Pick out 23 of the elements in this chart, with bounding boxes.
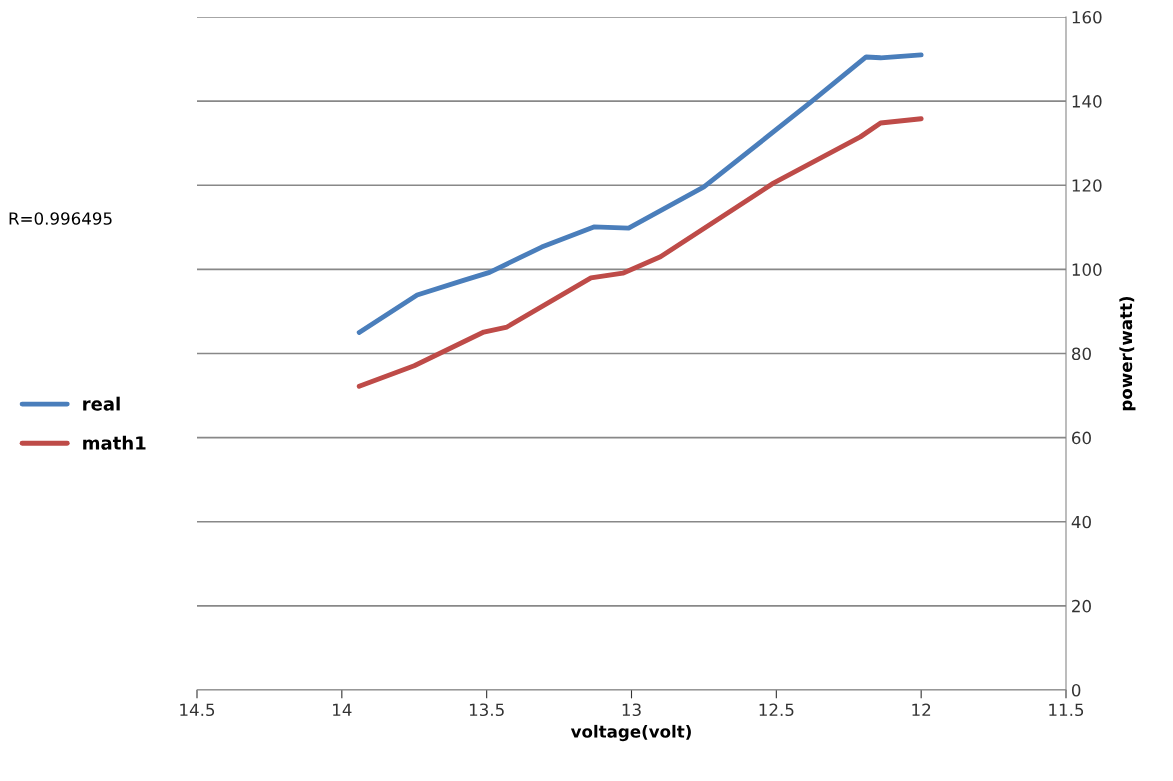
y-tick-label: 0: [1071, 683, 1081, 697]
y-axis-title: power(watt): [1119, 296, 1136, 411]
line-series: [356, 116, 924, 389]
x-axis-title: voltage(volt): [570, 724, 691, 742]
x-tick-label: 12.5: [759, 703, 794, 717]
x-tick-label: 14: [333, 703, 352, 716]
y-tick-label: 80: [1071, 347, 1091, 361]
line-series: [356, 52, 924, 335]
legend-label: math1: [83, 435, 146, 450]
legend-label: real: [83, 396, 120, 411]
y-tick-label: 140: [1072, 95, 1102, 108]
y-tick-label: 160: [1072, 10, 1102, 24]
x-tick-label: 13.5: [469, 703, 504, 717]
y-tick-label: 120: [1072, 179, 1102, 192]
x-tick-label: 13: [622, 703, 641, 717]
text: R=0.996495: [9, 212, 112, 225]
y-tick-label: 40: [1071, 515, 1091, 529]
y-tick-label: 60: [1072, 431, 1091, 445]
y-tick-label: 20: [1072, 599, 1091, 613]
x-tick-label: 11.5: [1049, 703, 1084, 717]
x-tick-label: 14.5: [180, 703, 215, 717]
y-tick-label: 100: [1072, 263, 1102, 276]
x-tick-label: 12: [912, 703, 931, 716]
